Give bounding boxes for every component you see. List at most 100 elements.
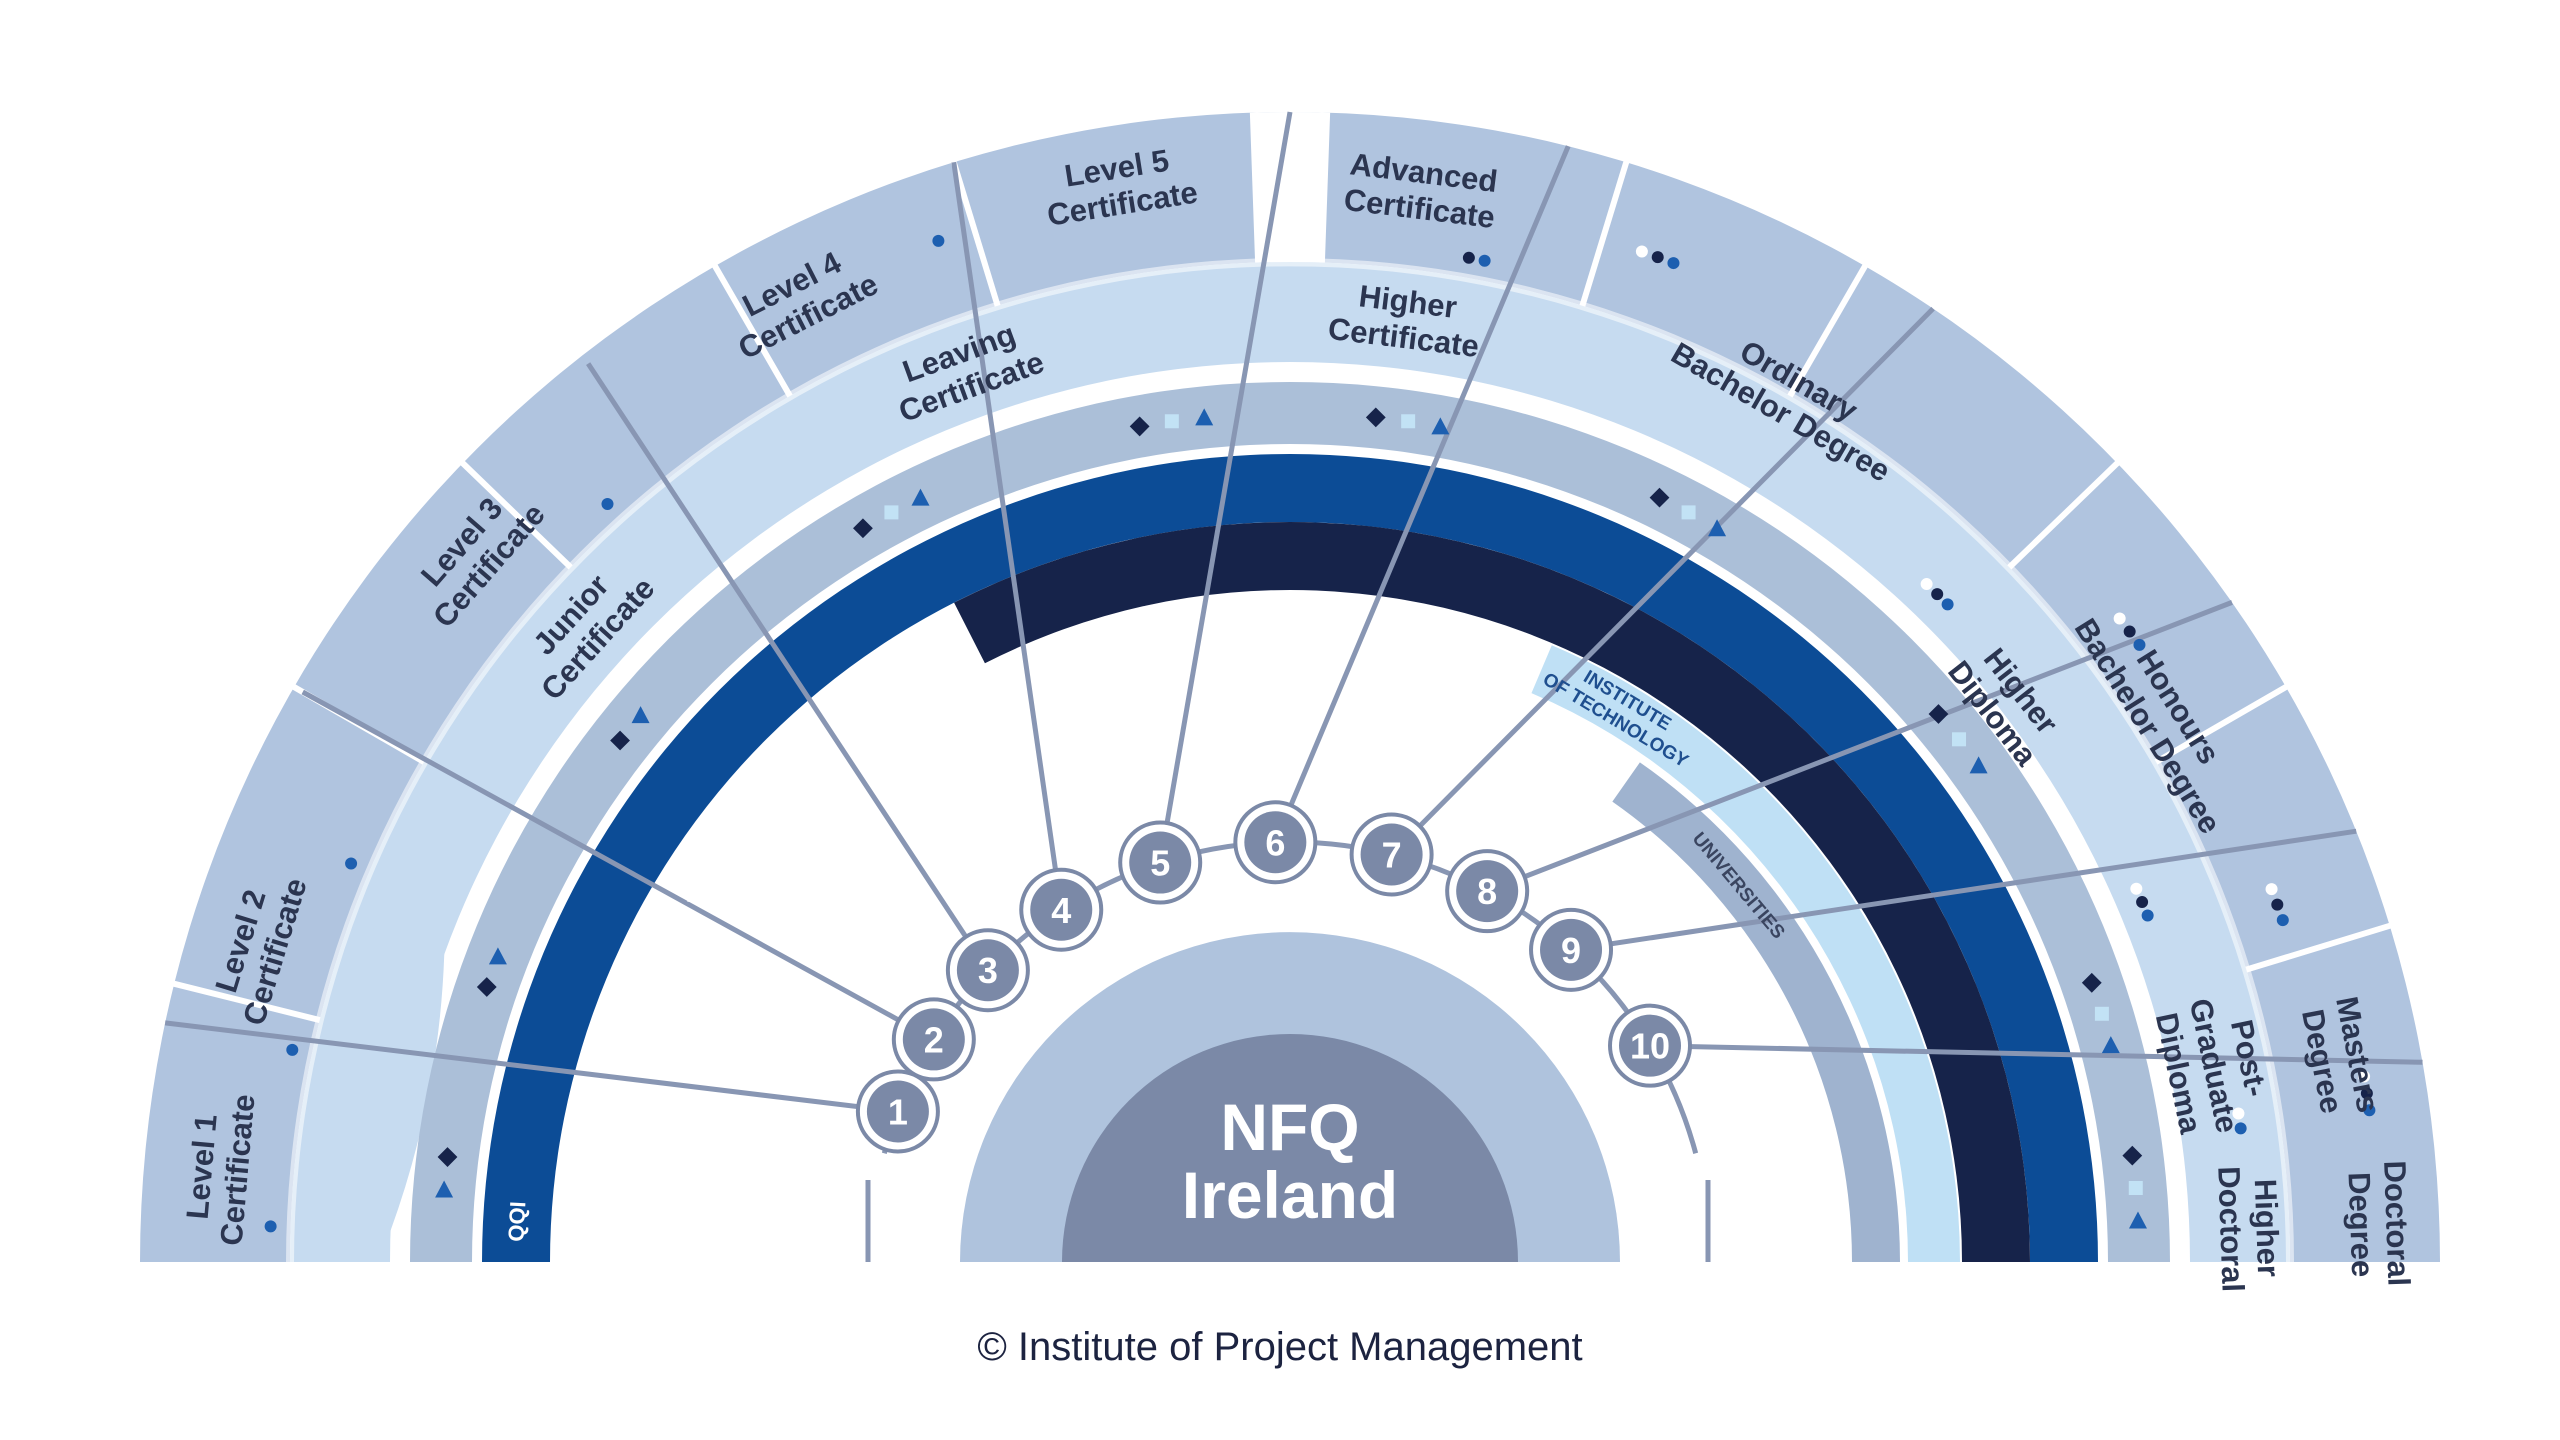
higher-doctoral-line-2: Doctoral (2211, 1166, 2250, 1293)
level-5-node (1129, 831, 1192, 894)
award-dot-11-2-icon (2136, 896, 2149, 909)
rings-layer (140, 112, 2440, 1262)
award-dot-12-1-icon (2363, 1104, 2376, 1117)
award-dot-12-3-icon (2358, 1070, 2371, 1083)
marker-2-tri-icon (488, 947, 507, 965)
marker-6-tri-icon (1431, 417, 1450, 435)
award-dot-10-1-icon (2276, 914, 2289, 927)
level-9-number: 9 (1561, 930, 1581, 971)
marker-6-sq-icon (1401, 414, 1416, 429)
hub-title-ireland: Ireland (1182, 1158, 1398, 1232)
award-dot-13-1-icon (2234, 1122, 2247, 1135)
level-4-number: 4 (1051, 890, 1071, 931)
marker-8-dia-icon (1928, 704, 1949, 724)
level-nodes: 123 4 5 6 7 8 9 10 (855, 800, 1693, 1154)
award-dot-8-1-icon (2133, 638, 2146, 651)
ring-divider-3 (2007, 457, 2123, 570)
level-5-spoke (1157, 111, 1293, 863)
marker-3-dia-icon (610, 730, 630, 751)
level-1-number: 1 (888, 1091, 908, 1132)
marker-1-dia-icon (437, 1147, 458, 1167)
outer-ring-top-gap (1249, 112, 1331, 263)
ring-divider-6 (949, 156, 1001, 307)
level-7-number: 7 (1382, 834, 1402, 875)
markers-layer (264, 234, 2376, 1233)
award-dot-9-3-icon (1920, 578, 1933, 591)
level-3-number: 3 (978, 950, 998, 991)
level-6-spoke (1273, 145, 1571, 844)
ring-divider-8 (457, 457, 573, 570)
ring-divider-4 (1787, 260, 1871, 398)
marker-9-dia-icon (2081, 972, 2102, 993)
qqi-label: QQI (503, 1201, 530, 1243)
award-dot-8-2-icon (2123, 625, 2136, 638)
award-dot-11-3-icon (2130, 882, 2143, 895)
award-dot-8-3-icon (2113, 612, 2126, 625)
marker-3-tri-icon (631, 706, 650, 724)
outer-award-ring (140, 112, 2440, 1262)
award-dot-7-2-icon (1651, 251, 1664, 264)
award-dot-13-2-icon (2232, 1107, 2245, 1120)
level-5-number: 5 (1150, 843, 1170, 884)
level-7-node (1360, 823, 1423, 886)
award-dot-3-1-icon (345, 857, 358, 870)
institute-band (1531, 645, 1960, 1262)
marker-5-sq-icon (1164, 414, 1179, 429)
award-dot-7-3-icon (1635, 245, 1648, 258)
award-dot-6-2-icon (1462, 251, 1475, 264)
level-3-spoke (586, 362, 990, 972)
marker-9-tri-icon (2101, 1036, 2120, 1054)
level-9-node (1540, 918, 1603, 981)
level-1-spoke (164, 1020, 899, 1114)
marker-6-dia-icon (1365, 407, 1386, 428)
marker-7-sq-icon (1681, 505, 1696, 520)
award-dot-10-3-icon (2265, 883, 2278, 896)
award-dot-7-1-icon (1667, 257, 1680, 270)
ring-divider-5 (1579, 156, 1631, 307)
level-2-node (902, 1008, 965, 1071)
award-dot-12-2-icon (2360, 1087, 2373, 1100)
award-dot-11-1-icon (2141, 909, 2154, 922)
level-6-node (1244, 811, 1307, 874)
level-7-spoke (1389, 306, 1935, 857)
inner-award-ring (290, 262, 2290, 1262)
level-8-number: 8 (1477, 871, 1497, 912)
level-2-spoke (301, 689, 936, 1042)
ring-divider-1 (2245, 921, 2396, 973)
award-dot-1-1-icon (264, 1220, 277, 1233)
marker-5-tri-icon (1195, 408, 1214, 426)
universities-band (1612, 762, 1900, 1262)
marker-10-sq-icon (2128, 1181, 2143, 1196)
marker-4-dia-icon (853, 518, 873, 539)
award-dot-9-1-icon (1941, 598, 1954, 611)
level-6-number: 6 (1265, 822, 1285, 863)
ring-divider-7 (709, 260, 793, 398)
marker-4-sq-icon (884, 505, 899, 520)
dividers-layer (168, 156, 2396, 1262)
higher-doctoral-line-1: Higher (2248, 1178, 2286, 1277)
level-4-spoke (951, 161, 1064, 911)
level-8-spoke (1486, 600, 2233, 894)
marker-10-dia-icon (2122, 1145, 2143, 1166)
award-dot-5-1-icon (932, 234, 945, 247)
marker-1-tri-icon (435, 1180, 454, 1198)
copyright-notice: © Institute of Project Management (977, 1325, 1583, 1369)
hub-inner (1062, 1034, 1518, 1262)
hub-title-nfq: NFQ (1220, 1090, 1359, 1164)
award-dot-2-1-icon (286, 1043, 299, 1056)
level-8-node (1456, 860, 1519, 923)
qqi-label-line-1: QQI (503, 1201, 530, 1243)
marker-5-dia-icon (1129, 416, 1150, 437)
ring-divider-10 (168, 979, 321, 1023)
award-dot-4-1-icon (601, 497, 614, 510)
level-9-spoke (1570, 828, 2357, 953)
marker-10-tri-icon (2128, 1211, 2147, 1229)
level-1-node (866, 1080, 929, 1143)
doctoral-degree-line-2: Degree (2342, 1171, 2381, 1277)
marker-9-sq-icon (2094, 1006, 2109, 1021)
level-3-node (956, 939, 1019, 1002)
